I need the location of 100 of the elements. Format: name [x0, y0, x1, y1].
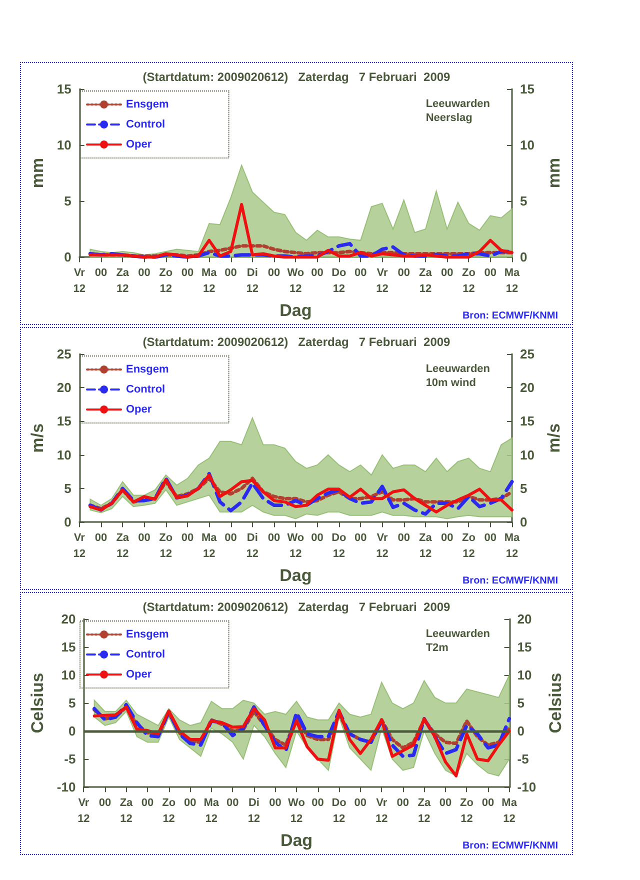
- x-tick-label: 00: [398, 532, 410, 544]
- x-tick-label: 00: [141, 797, 154, 810]
- x-tick-label: Do 12: [332, 797, 347, 826]
- x-tick-label: Ma 12: [502, 797, 518, 826]
- y-tick-label: 5: [68, 696, 76, 711]
- y2-tick-label: 10: [520, 138, 534, 153]
- y-axis-title: Celsius: [28, 672, 47, 734]
- x-tick-label: 00: [181, 532, 194, 544]
- x-tick-label: Wo 12: [287, 532, 304, 560]
- x-tick-label: Vr 12: [73, 532, 86, 560]
- x-tick-label: Di 12: [246, 267, 259, 296]
- x-tick-label: Di 12: [246, 532, 259, 560]
- line-series: [92, 702, 512, 758]
- y-tick-label: -10: [56, 780, 76, 795]
- x-tick-label: Za 12: [418, 797, 432, 826]
- x-tick-label: 00: [312, 797, 324, 810]
- y2-tick-label: 15: [517, 640, 532, 655]
- y2-tick-label: 0: [517, 724, 525, 739]
- y2-tick-label: 20: [520, 380, 534, 396]
- y2-tick-label: -5: [517, 752, 529, 767]
- legend-label: Oper: [126, 404, 152, 416]
- x-tick-label: Ma 12: [204, 797, 220, 826]
- y-axis-title: m/s: [28, 423, 47, 453]
- x-tick-label: Zo 12: [462, 532, 476, 560]
- x-tick-label: Zo 12: [159, 267, 173, 296]
- chart-title: (Startdatum: 2009020612) Zaterdag 7 Februari 2009: [142, 600, 451, 614]
- x-tick-label: 00: [268, 532, 280, 544]
- x-tick-label: 00: [94, 532, 108, 544]
- legend-label: Ensgem: [126, 628, 170, 640]
- y2-tick-label: 15: [520, 82, 534, 96]
- x-tick-label: 00: [269, 797, 282, 810]
- line-series: [88, 202, 514, 259]
- y2-tick-label: 0: [520, 250, 528, 265]
- x-tick-label: 00: [94, 267, 108, 280]
- y2-tick-label: 5: [520, 480, 528, 496]
- y-tick-label: 0: [64, 250, 72, 265]
- y2-tick-label: 10: [517, 668, 532, 683]
- x-tick-label: 00: [184, 797, 196, 810]
- x-tick-label: 00: [268, 267, 280, 280]
- y2-tick-label: 15: [520, 414, 534, 429]
- x-tick-label: Vr 12: [73, 267, 86, 296]
- y-tick-label: 25: [56, 346, 72, 362]
- chart-title: (Startdatum: 2009020612) Zaterdag 7 Februari 2009: [142, 70, 451, 84]
- x-tick-label: 00: [398, 267, 410, 280]
- y-tick-label: 15: [56, 82, 72, 96]
- x-tick-label: 00: [484, 532, 496, 544]
- y2-tick-label: 5: [517, 696, 525, 711]
- y2-tick-label: 10: [520, 447, 534, 462]
- x-tick-label: Ma 12: [504, 267, 521, 296]
- x-tick-label: 00: [440, 532, 454, 544]
- annotation: Leeuwarden T2m: [426, 628, 490, 654]
- y2-axis-title: Celsius: [546, 672, 565, 734]
- x-tick-label: 00: [226, 797, 239, 810]
- y-tick-label: 10: [56, 447, 72, 462]
- y2-tick-label: 20: [517, 612, 532, 626]
- x-tick-label: Ma 12: [504, 532, 521, 560]
- x-tick-label: 00: [181, 267, 194, 280]
- x-tick-label: Za 12: [419, 267, 433, 296]
- x-axis-title: Dag: [280, 566, 312, 585]
- x-tick-label: 00: [138, 267, 150, 280]
- x-tick-label: Do 12: [332, 532, 347, 560]
- legend-label: Oper: [126, 138, 152, 150]
- y-axis-title: mm: [28, 158, 47, 188]
- x-tick-label: Vr 12: [376, 267, 388, 296]
- x-tick-label: 00: [439, 797, 452, 810]
- y2-tick-label: 0: [520, 514, 528, 530]
- x-tick-label: Di 12: [248, 797, 260, 826]
- x-tick-label: 00: [482, 797, 494, 810]
- line-series: [92, 705, 511, 778]
- y-tick-label: 10: [61, 668, 76, 683]
- y-tick-label: 20: [61, 612, 76, 626]
- x-tick-label: Vr 12: [376, 532, 388, 560]
- x-tick-label: Vr 12: [78, 797, 90, 826]
- legend-label: Control: [126, 384, 166, 396]
- x-tick-label: Zo 12: [162, 797, 176, 826]
- x-axis-title: Dag: [280, 831, 313, 850]
- x-tick-label: Wo 12: [287, 267, 304, 296]
- x-tick-label: 00: [311, 532, 324, 544]
- text: Bron: ECMWF/KNMI: [462, 840, 558, 852]
- y2-axis-title: m/s: [544, 423, 564, 453]
- x-tick-label: Za 12: [116, 267, 130, 296]
- chart-title: (Startdatum: 2009020612) Zaterdag 7 Februari 2009: [142, 335, 451, 349]
- legend-label: Control: [126, 118, 166, 130]
- text: Bron: ECMWF/KNMI: [462, 310, 558, 322]
- x-tick-label: Za 12: [419, 532, 433, 560]
- y-tick-label: 0: [68, 724, 76, 739]
- y2-tick-label: 5: [520, 194, 528, 209]
- x-tick-label: 00: [396, 797, 410, 810]
- y-tick-label: 15: [61, 640, 76, 655]
- x-tick-label: Vr 12: [376, 797, 388, 826]
- x-tick-label: Ma 12: [202, 532, 218, 560]
- y-tick-label: 20: [56, 380, 72, 396]
- legend-label: Control: [126, 648, 166, 660]
- legend-label: Ensgem: [126, 98, 170, 110]
- x-tick-label: 00: [354, 532, 367, 544]
- x-tick-label: 00: [98, 797, 112, 810]
- annotation: Leeuwarden Neerslag: [426, 98, 490, 124]
- x-tick-label: Za 12: [120, 797, 134, 826]
- y-tick-label: 5: [64, 480, 72, 496]
- x-tick-label: Do 12: [332, 267, 347, 296]
